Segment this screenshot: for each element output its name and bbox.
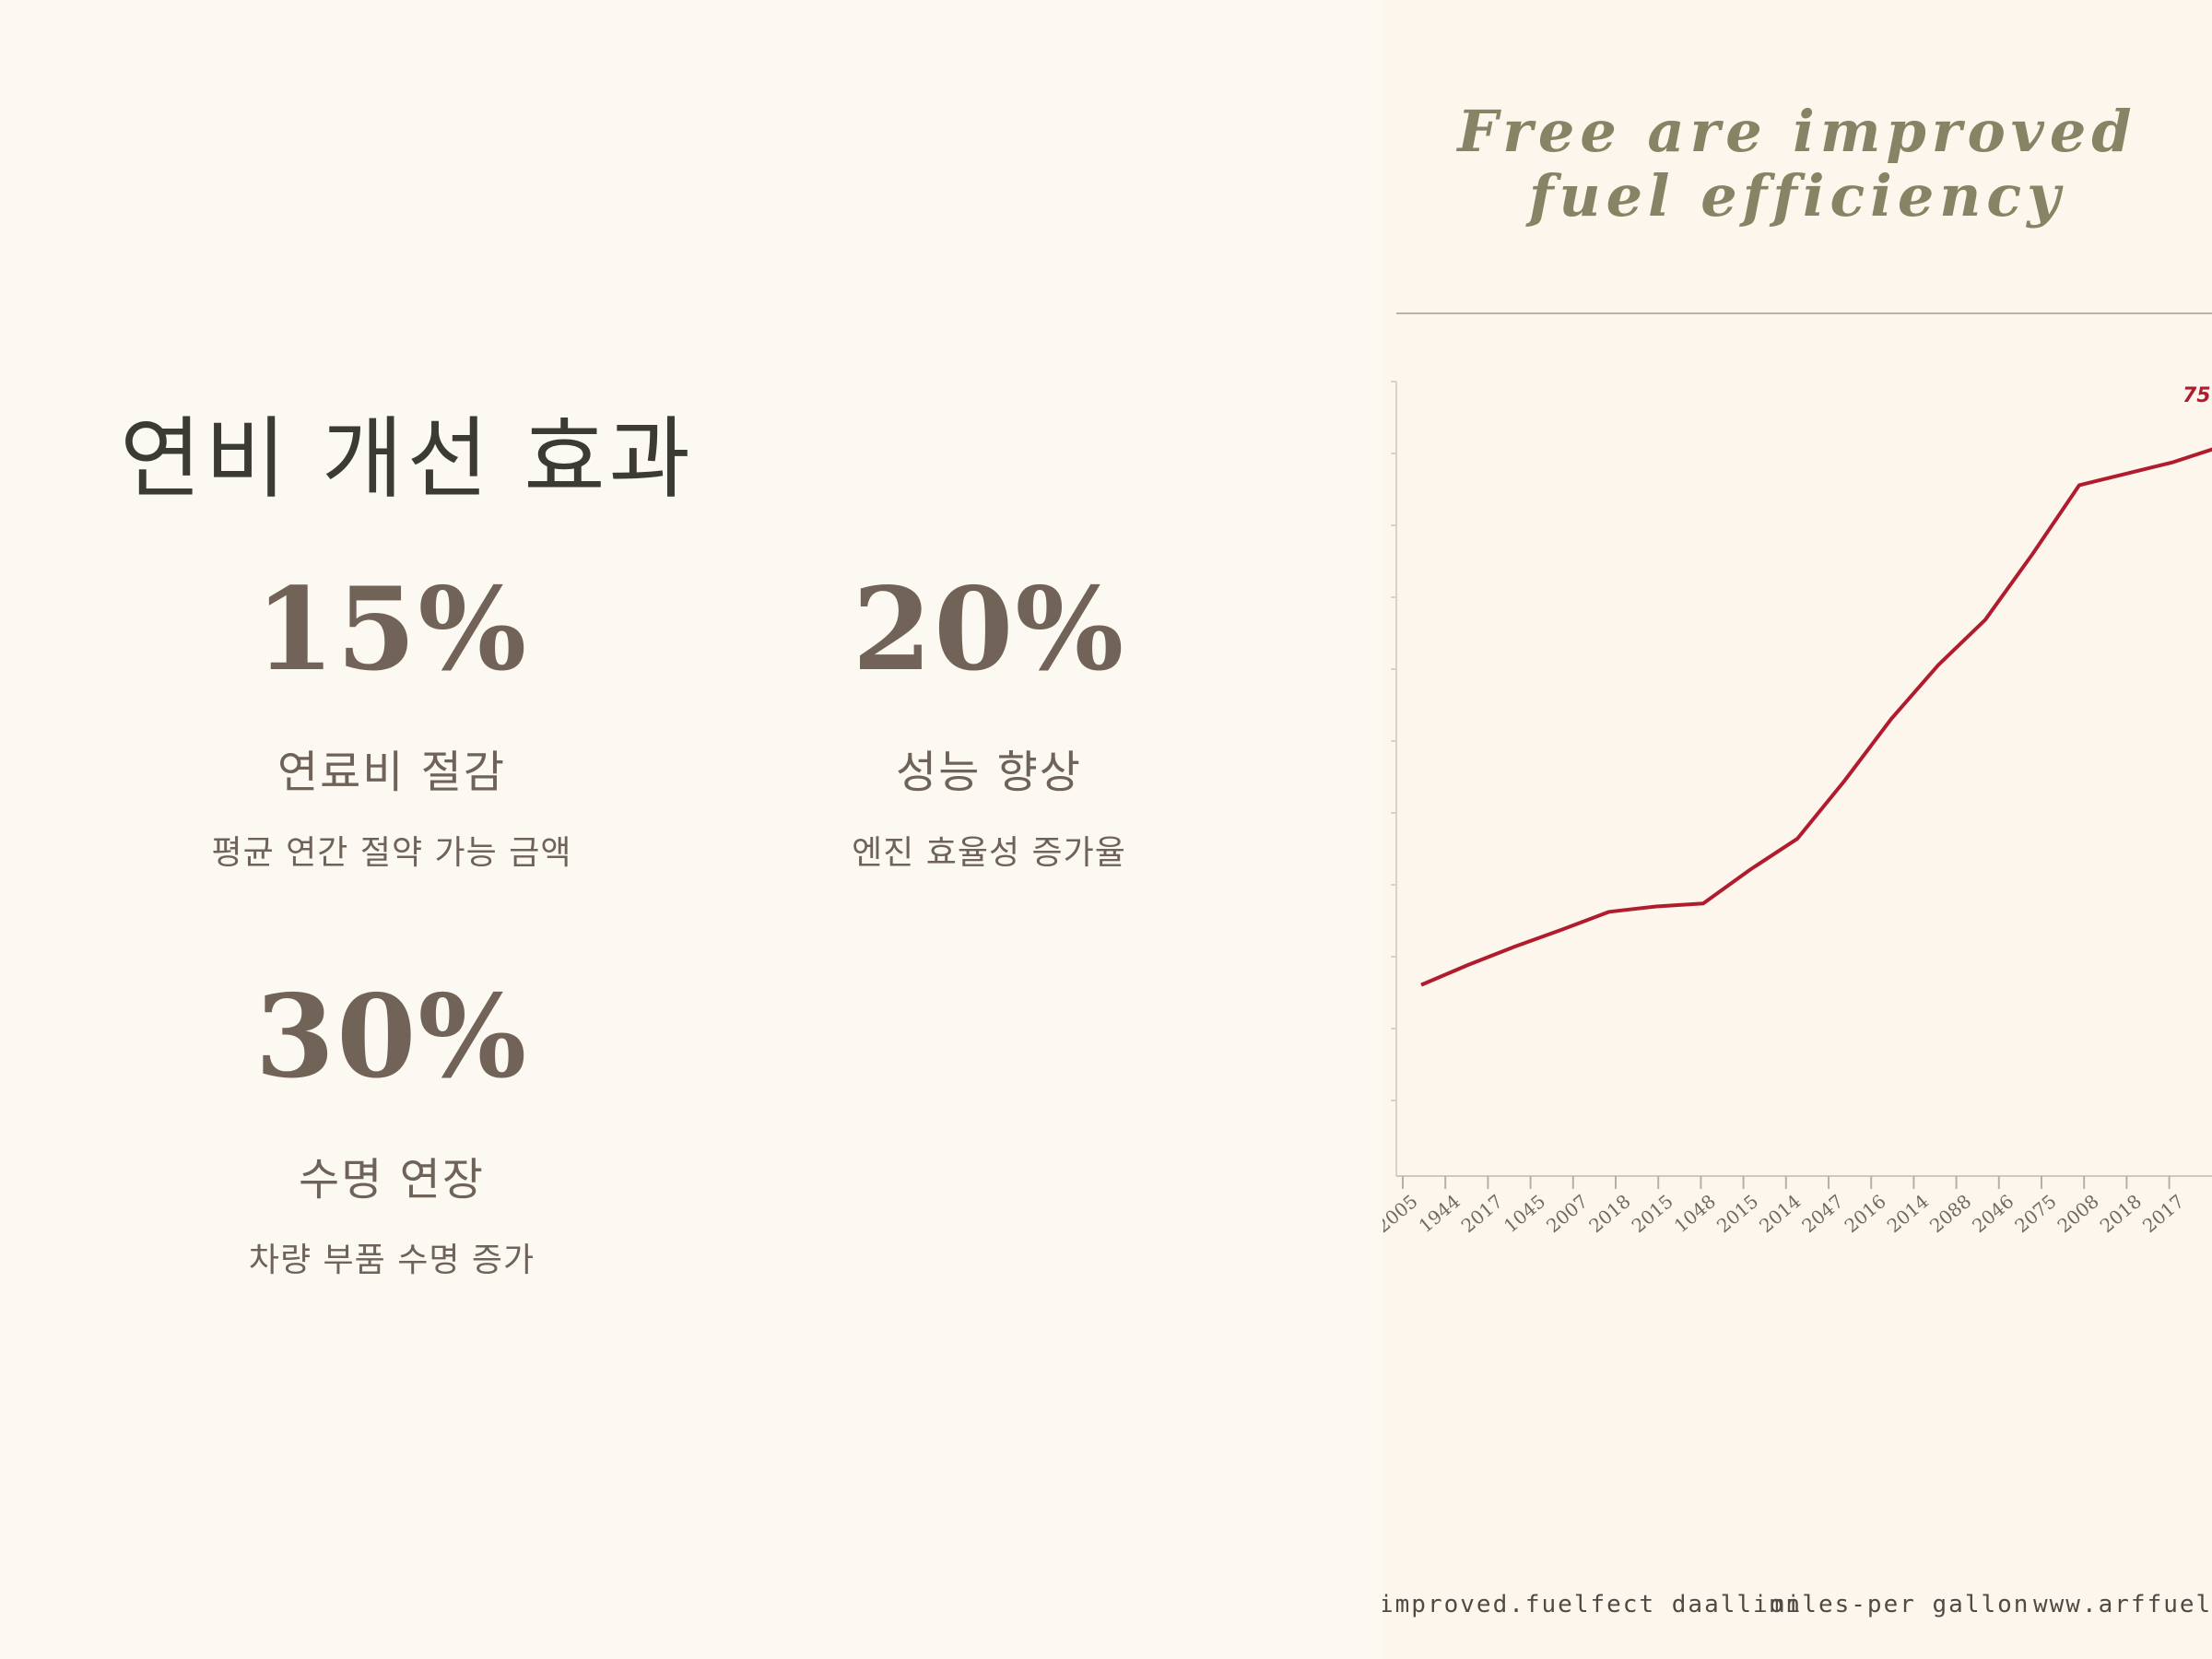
x-tick-label: 2016 [1840, 1190, 1889, 1237]
footer-text-1: improved.fuelfect daallion [1382, 1591, 1802, 1618]
chart-panel: Free are improved fuel efficiency 2005 19… [1382, 0, 2212, 1659]
x-tick-label: 2075 [2010, 1190, 2060, 1237]
stat-label: 연료비 절감 [276, 747, 507, 798]
stat-description: 평균 연간 절약 가능 금액 [211, 834, 572, 872]
y-ticks [1391, 381, 1396, 1101]
x-tick-label: 2014 [1883, 1190, 1933, 1237]
x-tick-label: 2015 [1712, 1190, 1762, 1237]
stat-value: 15% [254, 563, 529, 697]
chart-title-line-1: Free are improved [1457, 98, 2137, 165]
x-tick-label: 2018 [2096, 1190, 2146, 1237]
stat-value: 20% [852, 563, 1126, 697]
x-tick-label: 2018 [1584, 1190, 1634, 1237]
x-tick-label: 2005 [1382, 1190, 1422, 1237]
series-line [1420, 447, 2212, 987]
x-tick-labels: 2005194420171045200720182015104820152014… [1382, 1190, 2188, 1237]
x-tick-label: 1944 [1414, 1190, 1464, 1237]
x-tick-label: 1045 [1500, 1190, 1549, 1237]
x-tick-label: 2008 [2053, 1190, 2102, 1237]
stat-description: 차량 부품 수명 증가 [248, 1241, 535, 1279]
x-tick-label: 2015 [1627, 1190, 1677, 1237]
stat-lifespan: 30% 수명 연장 차량 부품 수명 증가 [134, 981, 650, 1281]
chart-title-line-2: fuel efficiency [1528, 162, 2066, 229]
stat-label: 수명 연장 [299, 1154, 485, 1206]
x-tick-label: 2046 [1968, 1190, 2018, 1237]
stat-performance: 20% 성능 향상 엔진 효율성 증가율 [731, 573, 1247, 874]
x-tick-label: 2047 [1797, 1190, 1847, 1237]
stat-description: 엔진 효율성 증가율 [852, 834, 1126, 872]
section-heading: 연비 개선 효과 [120, 407, 694, 511]
x-tick-label: 1048 [1670, 1190, 1720, 1237]
x-ticks [1402, 1176, 2171, 1189]
footer-text-3: www.arffuel.com [2033, 1591, 2212, 1618]
data-label: 75 [2183, 384, 2211, 407]
x-tick-label: 2007 [1542, 1190, 1592, 1237]
stat-value: 30% [254, 971, 529, 1104]
x-tick-label: 2017 [1457, 1190, 1507, 1237]
left-panel: 연비 개선 효과 15% 연료비 절감 평균 연간 절약 가능 금액 20% 성… [120, 407, 1247, 1281]
stat-fuel-cost: 15% 연료비 절감 평균 연간 절약 가능 금액 [134, 573, 650, 874]
x-tick-label: 2014 [1755, 1190, 1805, 1237]
stat-label: 성능 향상 [896, 747, 1082, 798]
x-tick-label: 2017 [2138, 1190, 2188, 1237]
footer-text-2: miles-per gallon [1770, 1591, 2030, 1618]
line-chart: 2005194420171045200720182015104820152014… [1382, 312, 2212, 1237]
chart-title: Free are improved fuel efficiency [1382, 100, 2212, 229]
x-tick-label: 2088 [1925, 1190, 1975, 1237]
